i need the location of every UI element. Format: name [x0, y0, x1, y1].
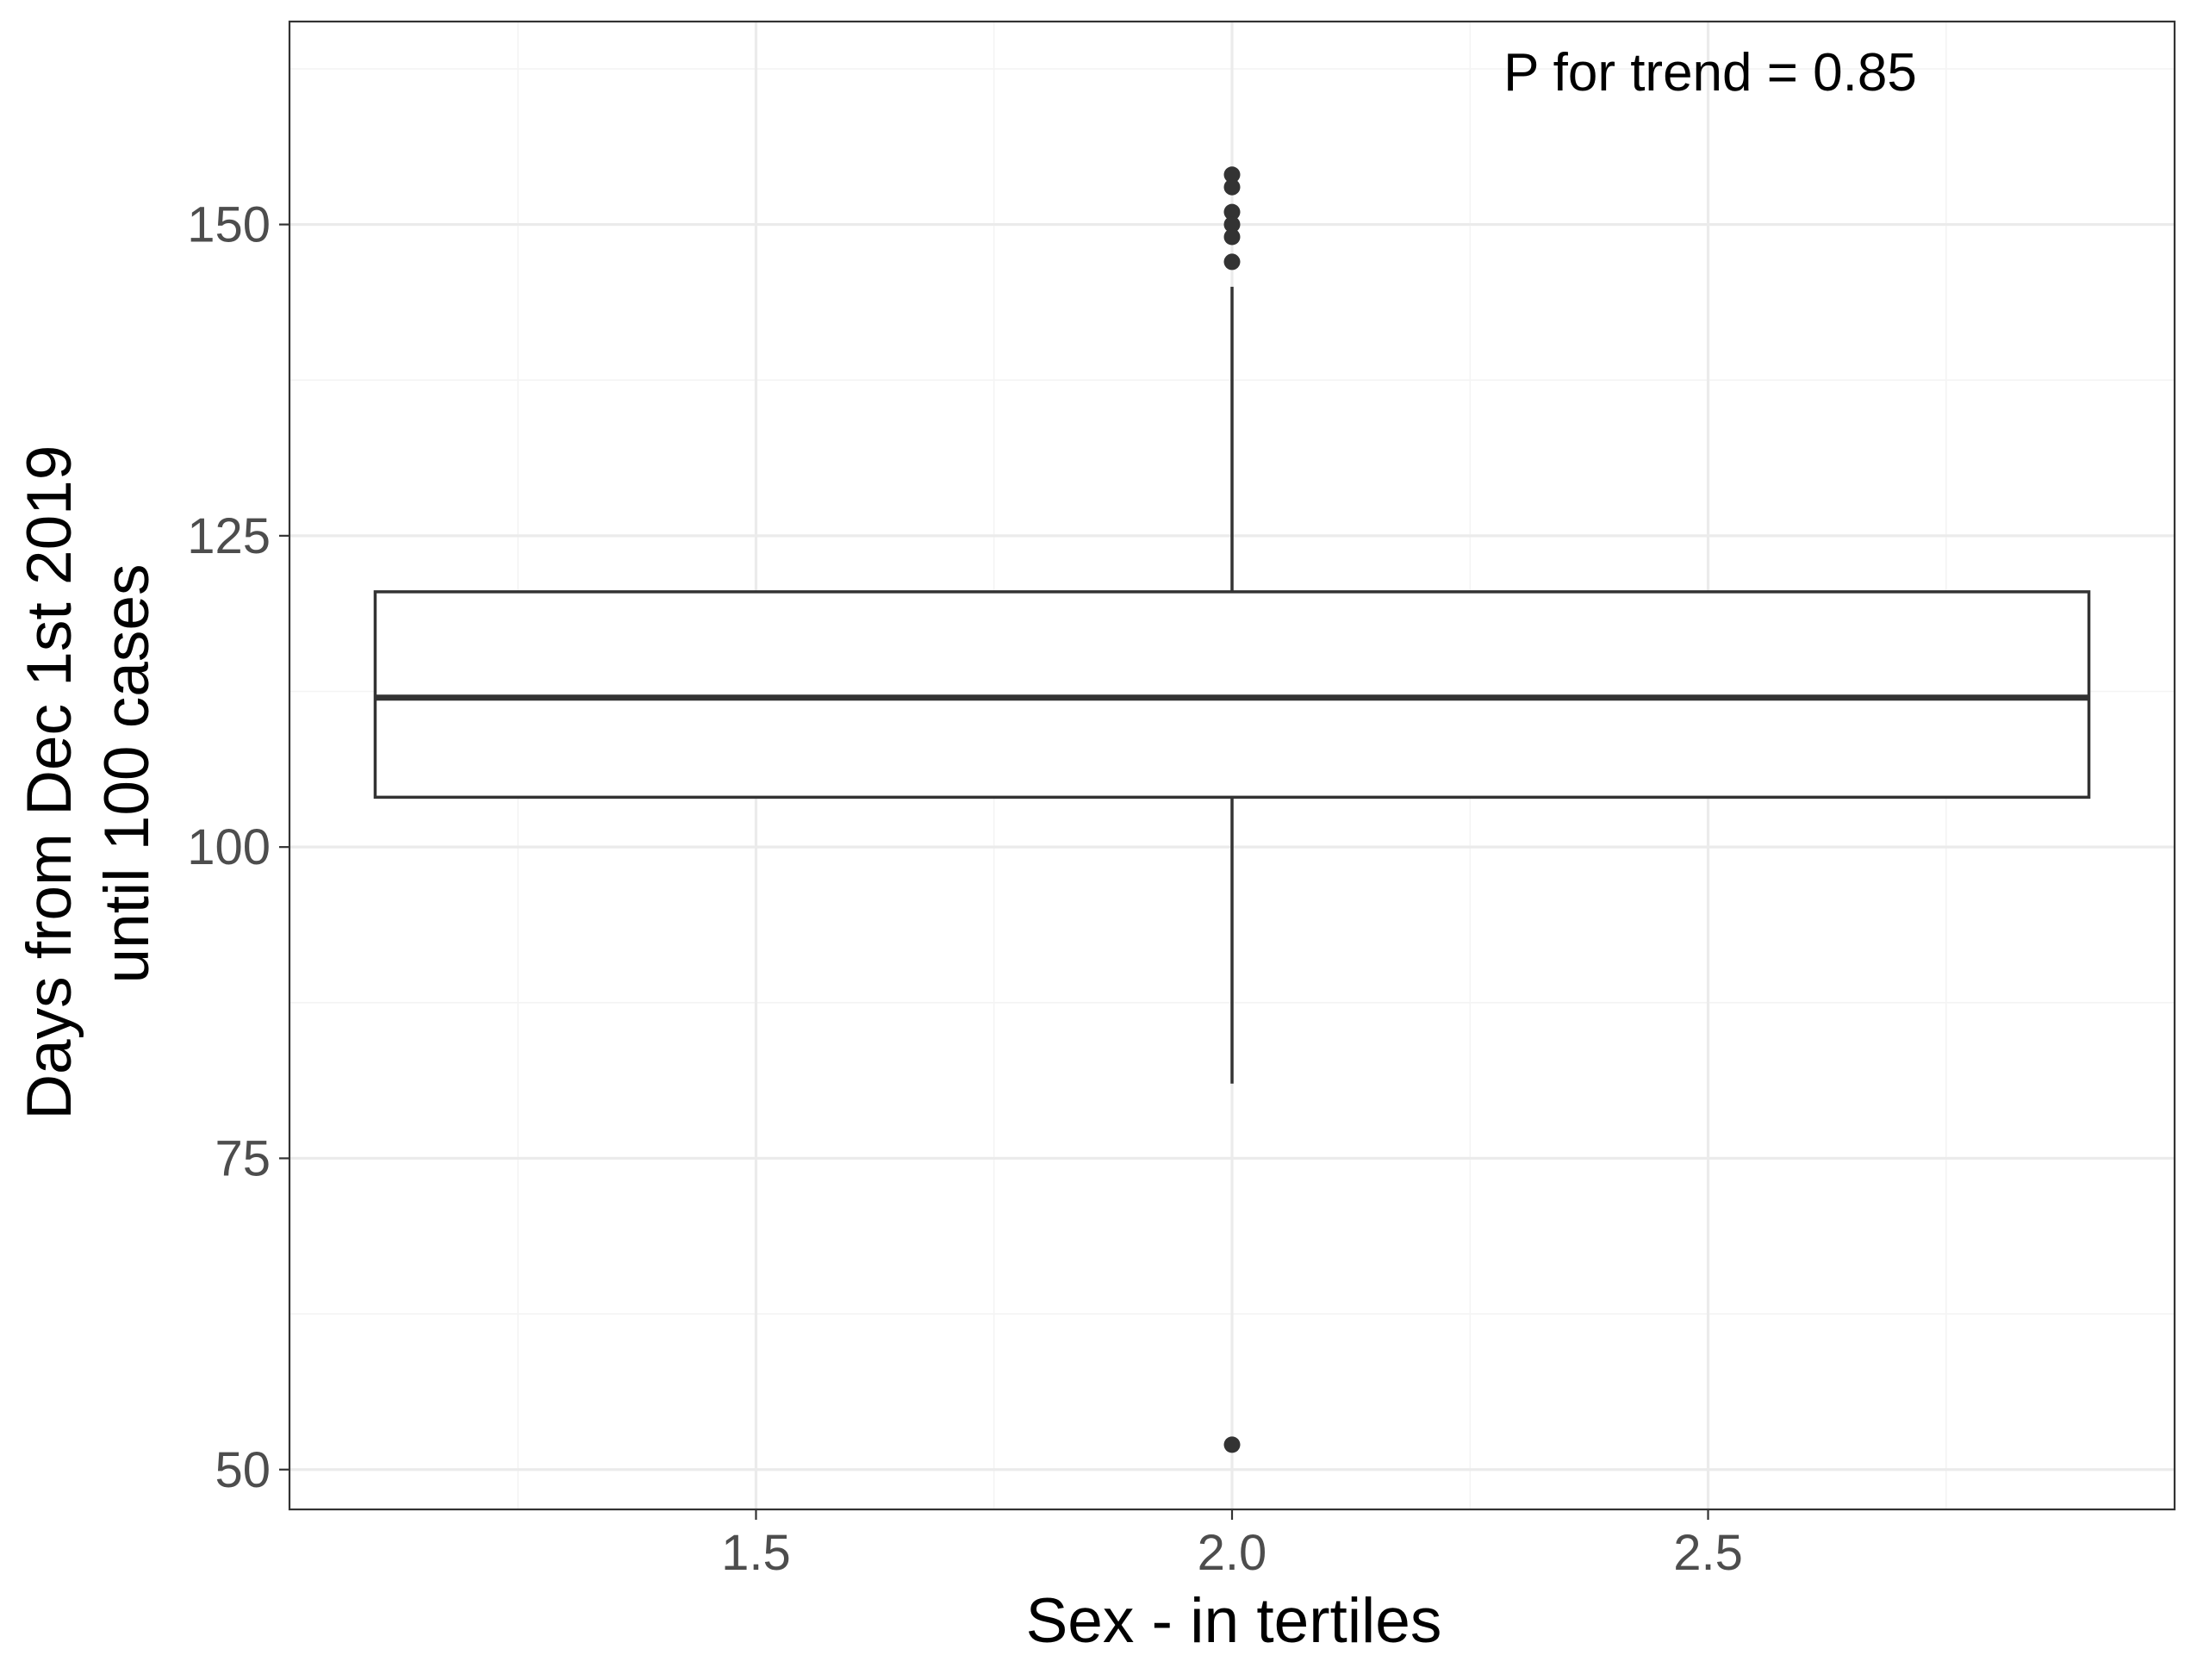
x-axis-title: Sex - in tertiles	[1026, 1586, 1442, 1656]
outlier-point	[1223, 1436, 1241, 1453]
y-tick-label: 100	[187, 819, 271, 875]
y-tick-label: 125	[187, 508, 271, 564]
x-tick-label: 1.5	[721, 1525, 791, 1581]
y-tick-label: 75	[215, 1130, 271, 1186]
y-tick-label: 50	[215, 1442, 271, 1498]
outlier-point	[1223, 216, 1241, 233]
x-axis: 1.5 2.0 2.5	[721, 1509, 1743, 1581]
x-tick-label: 2.0	[1198, 1525, 1267, 1581]
boxplot	[373, 286, 2091, 1084]
outlier-point	[1223, 166, 1241, 184]
y-axis: 50 75 100 125 150	[187, 197, 289, 1498]
outlier-point	[1223, 253, 1241, 271]
p-trend-annotation: P for trend = 0.85	[1503, 43, 1917, 103]
outlier-point	[1223, 228, 1241, 246]
y-tick-label: 150	[187, 197, 271, 253]
outlier-point	[1223, 203, 1241, 221]
y-axis-title: Days from Dec 1st 2019 until 100 cases	[15, 427, 162, 1119]
iqr-box	[373, 590, 2091, 800]
outlier-points	[1223, 166, 1241, 1453]
y-axis-title-line-1: Days from Dec 1st 2019	[15, 445, 84, 1120]
outlier-point	[1223, 178, 1241, 196]
x-tick-label: 2.5	[1673, 1525, 1743, 1581]
y-axis-title-line-2: until 100 cases	[92, 564, 162, 984]
